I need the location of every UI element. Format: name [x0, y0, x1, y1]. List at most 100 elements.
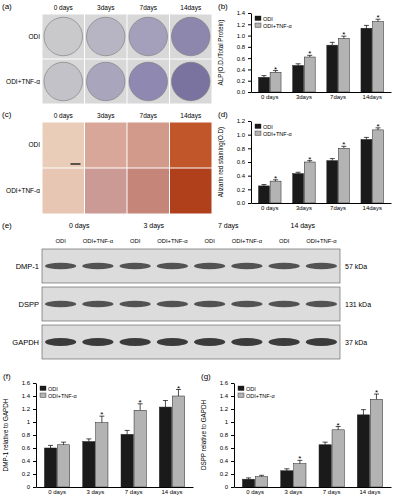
error-bar — [48, 445, 53, 448]
error-bar — [125, 430, 130, 434]
bar — [370, 399, 382, 487]
y-tick-mark — [231, 461, 234, 462]
y-tick: 1.2 — [237, 22, 251, 28]
band — [45, 263, 76, 269]
y-tick-label: 1.2 — [237, 22, 246, 28]
x-axis-line — [252, 92, 392, 93]
size-label: 37 kDa — [345, 339, 367, 346]
y-tick: 0.8 — [237, 44, 251, 50]
error-bar-stem — [165, 401, 166, 408]
y-tick-label: 0.2 — [22, 471, 31, 477]
chart: (d)0.00.20.40.60.81.01.20 days3days7days… — [217, 110, 392, 211]
error-bar-cap — [163, 400, 168, 401]
chart: (f)00.20.40.60.811.21.41.60 days3 days7 … — [2, 372, 194, 495]
bar — [327, 45, 338, 92]
band — [306, 263, 337, 269]
y-tick-label: 0.4 — [220, 458, 229, 464]
y-tick-label: 0.2 — [220, 471, 229, 477]
y-tick: 1.0 — [237, 132, 251, 138]
y-tick: 1.6 — [220, 380, 234, 386]
error-bar-stem — [363, 410, 364, 415]
band — [157, 338, 188, 346]
scale-bar — [71, 163, 81, 164]
y-tick-mark — [248, 69, 251, 70]
error-bar-stem — [127, 430, 128, 434]
blot-panel: (e)0 daysODIODI+TNF-α3 daysODIODI+TNF-α7… — [2, 221, 371, 359]
band — [45, 301, 76, 307]
error-bar-stem — [325, 442, 326, 445]
well — [129, 17, 168, 56]
lane-label: ODI+TNF-α — [232, 238, 263, 244]
stain-image — [43, 169, 85, 214]
legend-swatch — [255, 131, 261, 136]
row-label: ODI — [28, 141, 40, 148]
y-tick-mark — [33, 461, 36, 462]
significance-mark: * — [337, 421, 340, 430]
y-tick-label: 0.6 — [220, 445, 229, 451]
protein-label: DMP-1 — [16, 262, 39, 271]
y-tick-mark — [248, 92, 251, 93]
y-tick-mark — [248, 162, 251, 163]
error-bar-cap — [330, 158, 335, 159]
bar — [172, 396, 184, 487]
plot-marks — [242, 394, 382, 487]
well — [172, 17, 211, 56]
y-tick-label: 0.4 — [237, 173, 246, 179]
x-tick: 14days — [363, 92, 382, 100]
annotations: *** — [100, 384, 180, 420]
error-bar — [246, 478, 251, 479]
y-tick-mark — [248, 81, 251, 82]
y-tick-label: 1.6 — [22, 380, 31, 386]
y-tick-mark — [33, 409, 36, 410]
y-tick-label: 0.8 — [237, 146, 246, 152]
y-tick-mark — [248, 203, 251, 204]
significance-mark: * — [342, 140, 345, 149]
bar — [255, 477, 267, 487]
y-axis: 00.20.40.60.811.21.41.6 — [220, 380, 235, 490]
protein-label: DSPP — [19, 300, 39, 309]
y-axis-title: DSPP relative to GAPDH — [200, 399, 207, 470]
stain-image — [85, 169, 127, 214]
y-tick-mark — [33, 435, 36, 436]
legend-label: ODI — [246, 386, 256, 392]
error-bar-cap — [246, 477, 251, 478]
legend-swatch — [255, 124, 261, 129]
lane-label: ODI — [279, 238, 290, 244]
x-tick-label: 3days — [296, 94, 312, 100]
x-tick-label: 0 days — [246, 489, 264, 495]
column-label: 0 days — [54, 4, 74, 12]
x-tick: 14 days — [161, 487, 182, 495]
y-tick-label: 0.6 — [22, 445, 31, 451]
y-tick-mark — [231, 487, 234, 488]
x-tick: 7days — [330, 203, 346, 211]
y-axis: 00.20.40.60.811.21.41.6 — [22, 380, 37, 490]
significance-mark: * — [308, 49, 311, 58]
size-label: 131 kDa — [345, 301, 371, 308]
well-frame — [170, 15, 212, 59]
band — [269, 301, 300, 307]
well — [129, 62, 168, 101]
y-tick-label: 0.8 — [22, 432, 31, 438]
y-tick-label: 1.4 — [220, 393, 229, 399]
y-tick-mark — [248, 135, 251, 136]
well-frame — [128, 15, 170, 59]
time-label: 0 days — [69, 222, 90, 230]
bar — [159, 407, 171, 487]
lane-label: ODI+TNF-α — [157, 238, 188, 244]
error-bar-cap — [323, 442, 328, 443]
error-bar-stem — [366, 25, 367, 28]
y-tick: 0.4 — [220, 458, 234, 464]
error-bar-cap — [330, 42, 335, 43]
bar — [327, 161, 338, 203]
error-bar-cap — [284, 468, 289, 469]
panel-label: (c) — [2, 110, 12, 119]
significance-mark: * — [342, 30, 345, 39]
band — [306, 338, 337, 346]
error-bar — [330, 42, 335, 45]
y-tick: 1.6 — [22, 380, 36, 386]
bar — [332, 430, 344, 487]
x-tick-label: 7 days — [323, 489, 341, 495]
x-axis-line — [37, 487, 194, 488]
lane-label: ODI — [55, 238, 66, 244]
legend-label: ODI — [263, 124, 273, 130]
